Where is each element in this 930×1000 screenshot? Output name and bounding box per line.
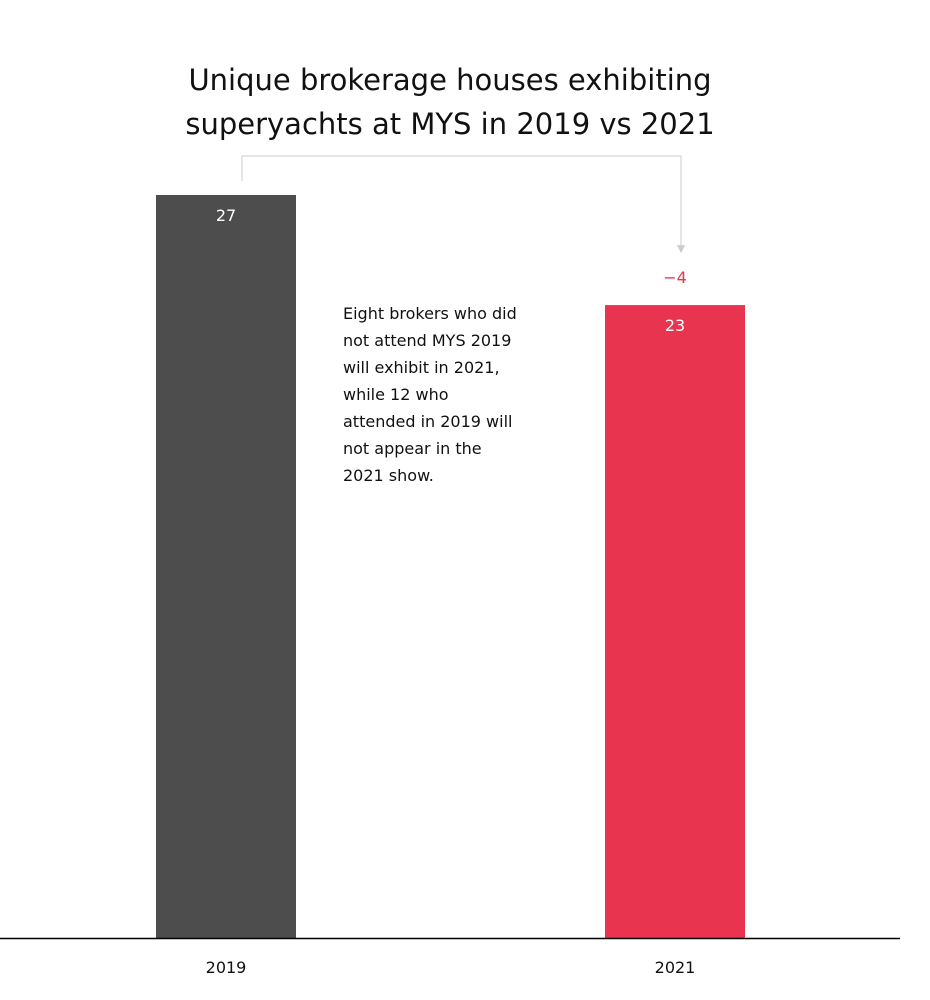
annotation-line: will exhibit in 2021, [343, 358, 500, 377]
annotation-line: Eight brokers who did [343, 304, 517, 323]
data-label-2021: 23 [665, 316, 685, 335]
x-tick-label-2019: 2019 [206, 958, 247, 977]
chart-title-line-2: superyachts at MYS in 2019 vs 2021 [185, 107, 715, 141]
annotation-line: not attend MYS 2019 [343, 331, 512, 350]
bar-2021 [605, 305, 745, 938]
change-connector-line [241, 155, 682, 246]
chart-title-line-1: Unique brokerage houses exhibiting [188, 63, 712, 97]
annotation-line: attended in 2019 will [343, 412, 513, 431]
x-tick-label-2021: 2021 [655, 958, 696, 977]
chart-annotation: Eight brokers who did not attend MYS 201… [343, 300, 543, 489]
annotation-line: while 12 who [343, 385, 449, 404]
data-label-2019: 27 [216, 206, 236, 225]
annotation-line: not appear in the [343, 439, 482, 458]
change-label: −4 [663, 268, 687, 287]
bar-2019 [156, 195, 296, 938]
annotation-line: 2021 show. [343, 466, 434, 485]
change-arrowhead [677, 245, 685, 254]
